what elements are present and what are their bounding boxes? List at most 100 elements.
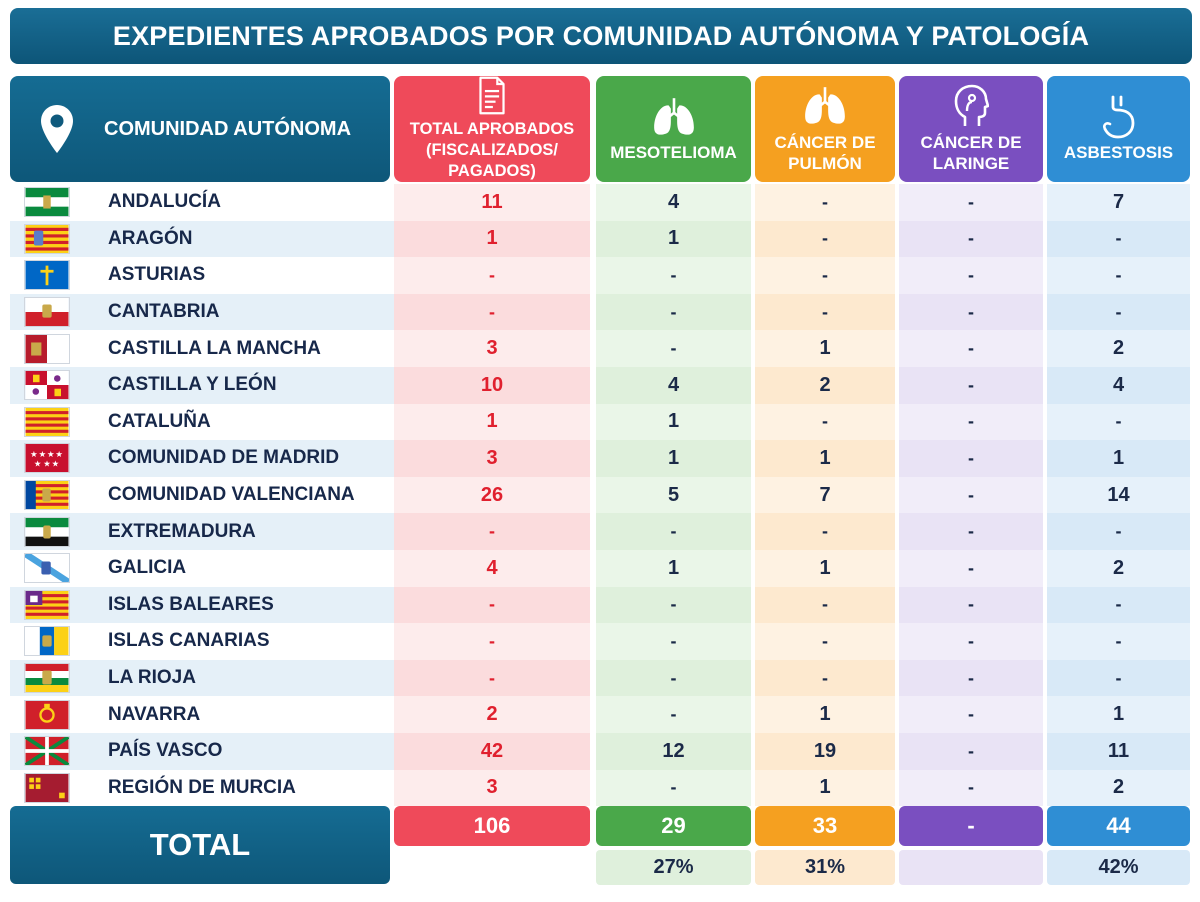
pulmon-value: - xyxy=(755,403,895,441)
region-cell: EXTREMADURA xyxy=(10,513,394,550)
region-cell: CASTILLA Y LEÓN xyxy=(10,367,394,404)
table-row: COMUNIDAD VALENCIANA 26 5 7-14 xyxy=(10,476,1190,514)
laringe-value: - xyxy=(899,476,1043,514)
laringe-value: - xyxy=(899,550,1043,587)
laringe-value: - xyxy=(899,367,1043,404)
asb-value: - xyxy=(1047,659,1190,697)
region-name: CASTILLA LA MANCHA xyxy=(108,337,321,359)
meso-value: 12 xyxy=(596,733,751,770)
svg-text:★: ★ xyxy=(55,450,63,460)
pct-meso: 27% xyxy=(596,850,751,885)
laringe-value: - xyxy=(899,220,1043,258)
table-row: PAÍS VASCO 42 12 19-11 xyxy=(10,733,1190,770)
region-cell: NAVARRA xyxy=(10,696,394,733)
asb-value: - xyxy=(1047,586,1190,624)
header-total-line2: (FISCALIZADOS/ xyxy=(426,141,558,159)
total-meso-value: 29 xyxy=(596,806,751,846)
meso-value: - xyxy=(596,696,751,733)
svg-text:★: ★ xyxy=(43,459,51,469)
pulmon-value: - xyxy=(755,184,895,221)
header-total-line3: PAGADOS) xyxy=(448,162,536,180)
pulmon-value: 1 xyxy=(755,769,895,807)
meso-value: 1 xyxy=(596,403,751,441)
asb-value: 4 xyxy=(1047,367,1190,404)
document-icon xyxy=(479,76,505,115)
flag-andalucia-icon xyxy=(24,187,70,218)
meso-value: 4 xyxy=(596,184,751,221)
pct-pulmon: 31% xyxy=(755,850,895,885)
meso-value: 1 xyxy=(596,440,751,477)
total-value: - xyxy=(394,257,590,294)
flag-navarra-icon xyxy=(24,699,70,730)
svg-text:★: ★ xyxy=(52,459,60,469)
region-cell: ISLAS BALEARES xyxy=(10,586,394,624)
region-cell: GALICIA xyxy=(10,550,394,587)
flag-murcia-icon xyxy=(24,772,70,803)
header-laringe-line1: CÁNCER DE xyxy=(920,133,1022,152)
region-name: LA RIOJA xyxy=(108,667,196,689)
asb-value: - xyxy=(1047,623,1190,660)
pulmon-value: 1 xyxy=(755,440,895,477)
meso-value: - xyxy=(596,513,751,550)
header-asbestosis: ASBESTOSIS xyxy=(1047,76,1190,182)
region-name: NAVARRA xyxy=(108,703,201,725)
table-row: ASTURIAS - - - - - xyxy=(10,257,1190,294)
pct-laringe xyxy=(899,850,1043,885)
location-pin-icon xyxy=(41,105,73,153)
flag-cantabria-icon xyxy=(24,297,70,328)
total-value: - xyxy=(394,586,590,624)
flag-asturias-icon xyxy=(24,260,70,291)
region-cell: REGIÓN DE MURCIA xyxy=(10,769,394,807)
asb-value: - xyxy=(1047,220,1190,258)
total-label: TOTAL xyxy=(10,806,390,884)
total-value: 2 xyxy=(394,696,590,733)
region-name: COMUNIDAD DE MADRID xyxy=(108,447,340,469)
table-row: ISLAS CANARIAS - - - - - xyxy=(10,623,1190,660)
header-mesotelioma: MESOTELIOMA xyxy=(596,76,751,182)
asb-value: - xyxy=(1047,293,1190,331)
region-cell: ARAGÓN xyxy=(10,220,394,258)
total-value: 10 xyxy=(394,367,590,404)
svg-text:★: ★ xyxy=(47,450,55,460)
laringe-value: - xyxy=(899,330,1043,367)
total-value: 11 xyxy=(394,184,590,221)
laringe-value: - xyxy=(899,403,1043,441)
region-cell: CATALUÑA xyxy=(10,403,394,441)
page-title: EXPEDIENTES APROBADOS POR COMUNIDAD AUTÓ… xyxy=(10,8,1192,64)
header-meso-label: MESOTELIOMA xyxy=(610,143,737,162)
flag-galicia-icon xyxy=(24,553,70,584)
table-row: CASTILLA LA MANCHA 3-1-2 xyxy=(10,330,1190,367)
table-row: LA RIOJA - - - - - xyxy=(10,659,1190,697)
pulmon-value: - xyxy=(755,586,895,624)
laringe-value: - xyxy=(899,769,1043,807)
pct-asb: 42% xyxy=(1047,850,1190,885)
header-laringe-line2: LARINGE xyxy=(932,154,1010,173)
total-value: - xyxy=(394,659,590,697)
asb-value: 1 xyxy=(1047,440,1190,477)
laringe-value: - xyxy=(899,659,1043,697)
laringe-value: - xyxy=(899,586,1043,624)
table-row: CASTILLA Y LEÓN 10 4 2-4 xyxy=(10,367,1190,404)
svg-text:★: ★ xyxy=(39,450,47,460)
flag-pais-vasco-icon xyxy=(24,736,70,767)
flag-extremadura-icon xyxy=(24,516,70,547)
asb-value: - xyxy=(1047,403,1190,441)
total-value: 3 xyxy=(394,440,590,477)
head-profile-icon xyxy=(954,84,989,126)
laringe-value: - xyxy=(899,293,1043,331)
meso-value: - xyxy=(596,330,751,367)
flag-cataluna-icon xyxy=(24,406,70,437)
table-row: GALICIA 4 1 1-2 xyxy=(10,550,1190,587)
header-cancer-laringe: CÁNCER DE LARINGE xyxy=(899,76,1043,182)
laringe-value: - xyxy=(899,257,1043,294)
table-row: ARAGÓN 1 1- - - xyxy=(10,220,1190,258)
pulmon-value: - xyxy=(755,220,895,258)
region-cell: ISLAS CANARIAS xyxy=(10,623,394,660)
pulmon-value: - xyxy=(755,513,895,550)
asb-value: 7 xyxy=(1047,184,1190,221)
region-name: COMUNIDAD VALENCIANA xyxy=(108,484,355,506)
pulmon-value: - xyxy=(755,623,895,660)
table-row: EXTREMADURA - - - - - xyxy=(10,513,1190,550)
flag-valencia-icon xyxy=(24,480,70,511)
asb-value: 2 xyxy=(1047,550,1190,587)
